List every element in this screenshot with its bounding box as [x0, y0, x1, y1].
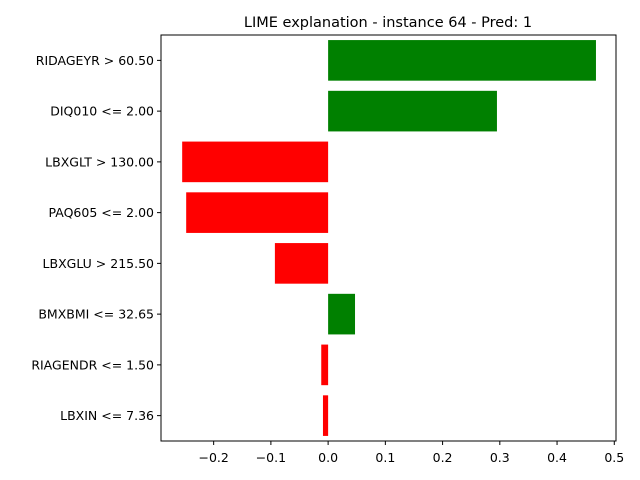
x-tick-label-5: 0.3: [490, 450, 510, 465]
x-tick-label-7: 0.5: [604, 450, 624, 465]
bar-2: [182, 141, 329, 183]
y-tick-label-1: DIQ010 <= 2.00: [50, 104, 154, 119]
bar-4: [274, 243, 329, 284]
x-tick-label-2: 0.0: [318, 450, 338, 465]
bar-6: [321, 344, 329, 386]
chart-title: LIME explanation - instance 64 - Pred: 1: [244, 15, 532, 31]
y-tick-label-5: BMXBMI <= 32.65: [38, 307, 154, 322]
bars-group: [182, 40, 596, 436]
y-axis-ticks: RIDAGEYR > 60.50 DIQ010 <= 2.00 LBXGLT > 1…: [31, 53, 161, 423]
y-tick-label-2: LBXGLT > 130.00: [45, 154, 154, 169]
y-tick-label-6: RIAGENDR <= 1.50: [31, 357, 154, 372]
bar-1: [328, 90, 497, 132]
x-tick-label-3: 0.1: [375, 450, 395, 465]
x-axis-ticks: −0.2 −0.1 0.0 0.1 0.2 0.3 0.4 0.5: [198, 441, 624, 465]
bar-3: [186, 192, 329, 233]
bar-7: [322, 395, 329, 436]
y-tick-label-7: LBXIN <= 7.36: [60, 408, 154, 423]
plot-area-frame: [160, 34, 617, 442]
x-tick-label-4: 0.2: [433, 450, 453, 465]
y-tick-label-4: LBXGLU > 215.50: [43, 256, 154, 271]
x-tick-label-6: 0.4: [547, 450, 567, 465]
y-tick-label-0: RIDAGEYR > 60.50: [36, 53, 154, 68]
bar-0: [328, 40, 596, 81]
x-tick-label-0: −0.2: [198, 450, 228, 465]
x-tick-label-1: −0.1: [256, 450, 286, 465]
y-tick-label-3: PAQ605 <= 2.00: [49, 205, 155, 220]
bar-5: [328, 293, 356, 335]
